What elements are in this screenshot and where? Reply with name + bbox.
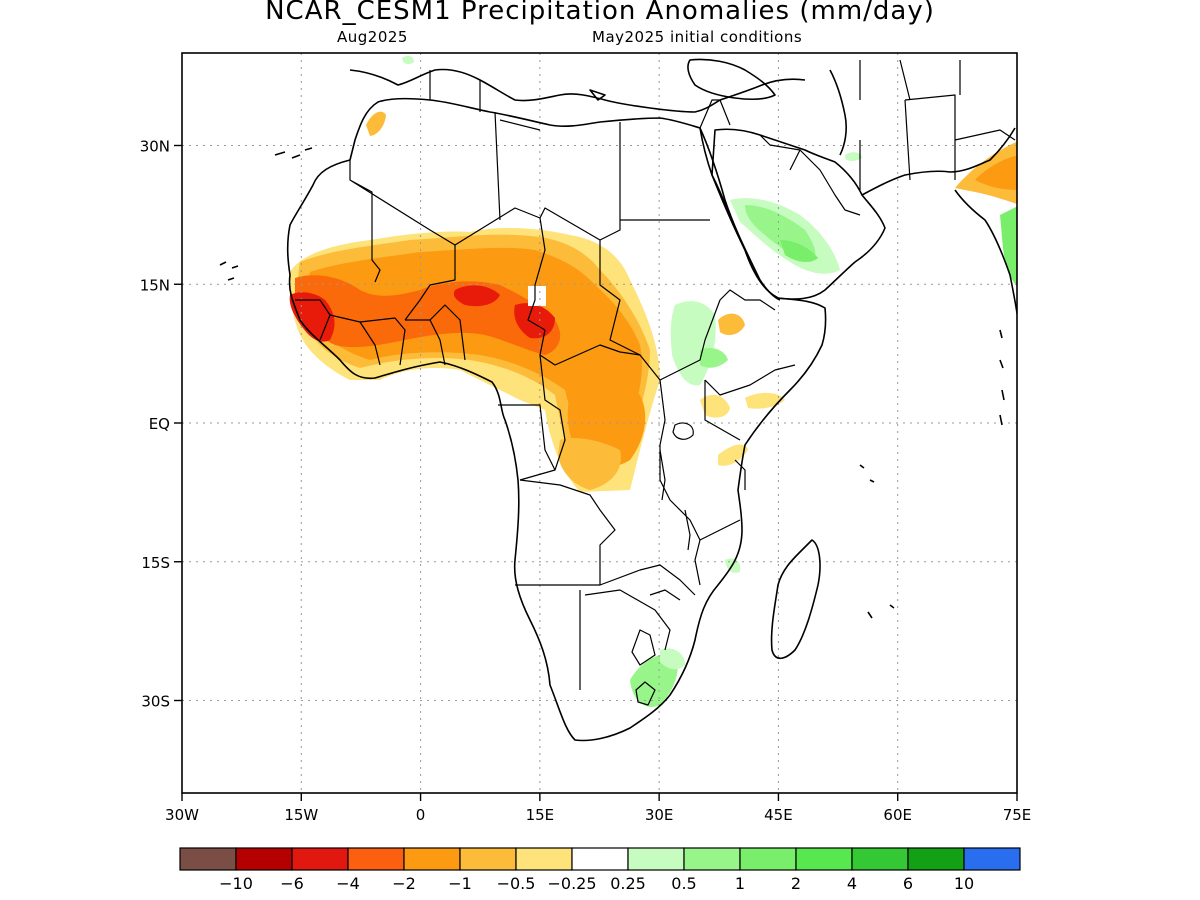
anomaly-sa-light xyxy=(660,648,685,670)
colorbar-label: 0.25 xyxy=(610,874,646,893)
europe-coastline xyxy=(349,68,806,113)
anomaly-tanzania xyxy=(718,444,748,466)
colorbar-label: −10 xyxy=(219,874,253,893)
colorbar-swatch xyxy=(459,847,517,871)
initial-conditions-label: May2025 initial conditions xyxy=(592,28,803,46)
colorbar-label: −0.5 xyxy=(497,874,536,893)
anomaly-morocco xyxy=(366,111,386,136)
colorbar-label: −1 xyxy=(448,874,472,893)
y-tick-label: 15S xyxy=(141,554,170,572)
anomaly-lake-chad-gap xyxy=(528,286,546,306)
lakes xyxy=(659,422,694,551)
x-tick-label: 15W xyxy=(284,806,318,824)
y-tick-label: 30N xyxy=(140,138,170,156)
map-axes: 30W 15W 0 15E 30E 45E 60E 75E 30N 15N EQ 15S 30S xyxy=(140,138,1032,825)
india-coastline xyxy=(954,189,1017,319)
x-tick-label: 15E xyxy=(526,806,555,824)
colorbar-label: 6 xyxy=(903,874,913,893)
colorbar-label: 1 xyxy=(735,874,745,893)
colorbar-swatch xyxy=(795,847,853,871)
y-tick-label: EQ xyxy=(149,415,170,433)
mauritius xyxy=(867,604,895,619)
valid-month-label: Aug2025 xyxy=(337,28,408,46)
lake-victoria xyxy=(672,422,694,440)
map-grid xyxy=(182,53,1017,793)
colorbar-swatch xyxy=(403,847,461,871)
iran-coastline xyxy=(861,127,1016,196)
anomaly-east-africa-mid xyxy=(700,348,728,368)
colorbar-label: −0.25 xyxy=(547,874,596,893)
anomaly-india-green xyxy=(1000,206,1017,287)
anomaly-chad-red xyxy=(453,285,500,307)
country-borders xyxy=(295,59,1016,706)
x-tick-label: 0 xyxy=(416,806,426,824)
colorbar: −10 −6 −4 −2 −1 −0.5 −0.25 0.25 0.5 1 2 4 6 10 xyxy=(179,847,1021,893)
anomaly-india-orange xyxy=(975,155,1017,190)
colorbar-swatch xyxy=(571,847,629,871)
anomaly-congo-light xyxy=(558,438,621,490)
colorbar-label: −4 xyxy=(336,874,360,893)
caspian-coastline xyxy=(829,69,847,156)
cape-verde xyxy=(219,261,239,281)
anomaly-ethiopia xyxy=(718,313,745,336)
red-sea-coastline xyxy=(699,127,781,301)
y-tick-label: 30S xyxy=(141,693,170,711)
arabia-coastline xyxy=(711,128,886,300)
anomaly-mediterranean xyxy=(402,55,414,65)
colorbar-swatch xyxy=(627,847,685,871)
africa-coastline xyxy=(286,97,827,742)
x-tick-label: 30E xyxy=(645,806,674,824)
canary-islands xyxy=(274,147,313,159)
colorbar-swatch xyxy=(291,847,349,871)
madagascar-coastline xyxy=(770,539,821,660)
colorbar-swatch xyxy=(179,847,237,871)
colorbar-label: 4 xyxy=(847,874,857,893)
x-tick-label: 30W xyxy=(165,806,199,824)
anomaly-east-africa-green xyxy=(670,301,716,386)
colorbar-swatch xyxy=(347,847,405,871)
colorbar-label: 2 xyxy=(791,874,801,893)
x-tick-label: 45E xyxy=(764,806,793,824)
colorbar-label: −6 xyxy=(280,874,304,893)
chart-title: NCAR_CESM1 Precipitation Anomalies (mm/d… xyxy=(265,0,935,26)
colorbar-swatch xyxy=(515,847,573,871)
y-tick-label: 15N xyxy=(140,276,170,294)
seychelles xyxy=(859,464,875,483)
colorbar-swatch xyxy=(235,847,293,871)
anomaly-iran xyxy=(845,152,862,161)
x-tick-label: 60E xyxy=(883,806,912,824)
colorbar-swatch xyxy=(963,847,1021,871)
colorbar-swatch xyxy=(851,847,909,871)
x-tick-label: 75E xyxy=(1003,806,1032,824)
colorbar-swatch xyxy=(907,847,965,871)
maldives xyxy=(999,329,1005,426)
anomaly-south-africa-green xyxy=(630,653,678,708)
colorbar-swatch xyxy=(739,847,797,871)
colorbar-label: −2 xyxy=(392,874,416,893)
anomaly-kenya xyxy=(700,394,730,418)
colorbar-label: 0.5 xyxy=(671,874,696,893)
colorbar-label: 10 xyxy=(954,874,974,893)
lake-malawi xyxy=(684,509,691,551)
anomaly-arabia-dark xyxy=(780,240,818,262)
sicily xyxy=(589,89,606,101)
coastlines xyxy=(219,58,1017,742)
black-sea-coastline xyxy=(687,58,776,101)
colorbar-swatch xyxy=(683,847,741,871)
lake-tanganyika xyxy=(659,449,666,501)
